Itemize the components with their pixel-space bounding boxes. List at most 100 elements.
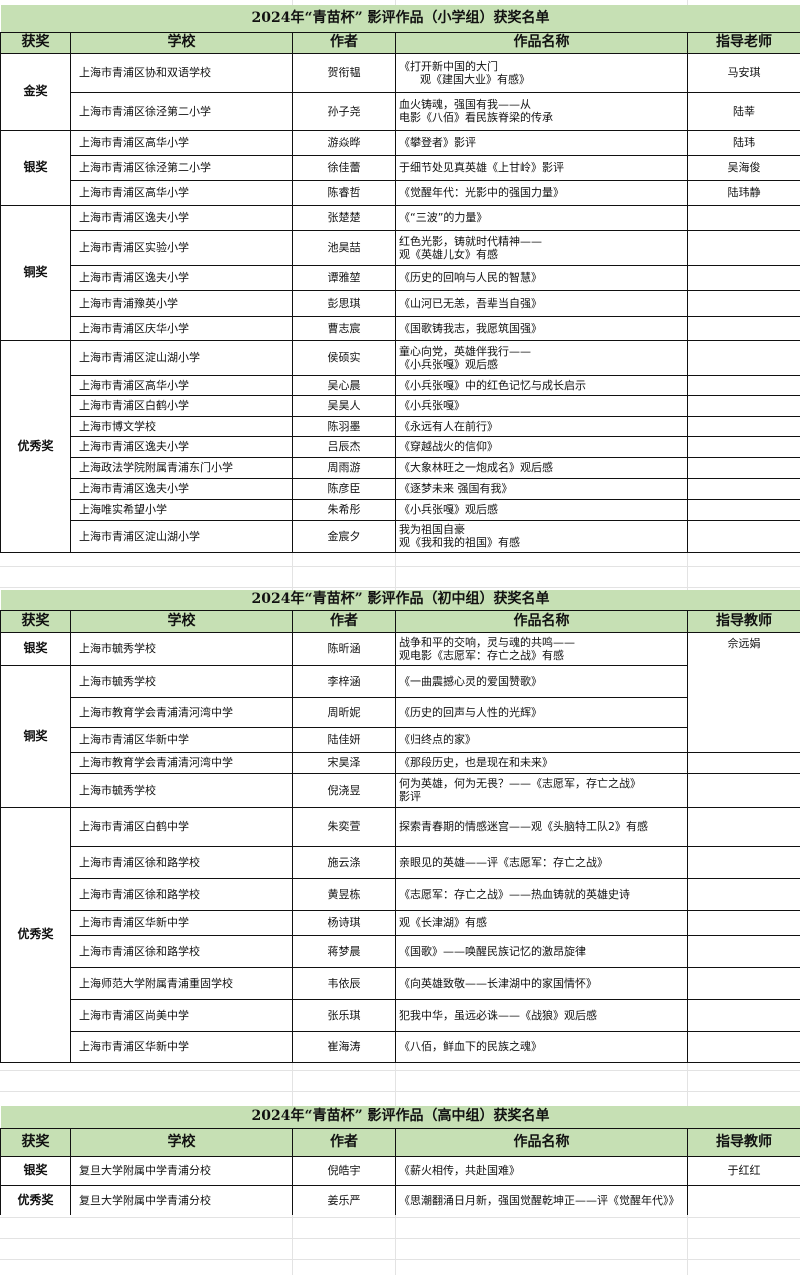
author-cell[interactable]: 朱奕萱 <box>292 806 396 847</box>
teacher-cell[interactable] <box>686 339 800 376</box>
author-cell[interactable]: 彭思琪 <box>292 289 396 317</box>
column-header-author[interactable]: 作者 <box>292 31 396 54</box>
work-cell[interactable]: 红色光影，铸就时代精神—— 观《英雄儿女》有感 <box>395 229 688 266</box>
teacher-cell[interactable] <box>686 751 800 774</box>
author-cell[interactable]: 倪浇昱 <box>292 772 396 808</box>
school-cell[interactable]: 上海市青浦区逸夫小学 <box>70 264 293 291</box>
teacher-cell[interactable] <box>686 498 800 521</box>
teacher-cell[interactable] <box>686 877 800 911</box>
school-cell[interactable]: 上海市青浦区淀山湖小学 <box>70 339 293 376</box>
school-cell[interactable]: 上海市青浦区逸夫小学 <box>70 435 293 458</box>
award-level-cell[interactable]: 铜奖 <box>0 204 71 341</box>
work-cell[interactable]: 《历史的回声与人性的光辉》 <box>395 696 688 728</box>
teacher-cell[interactable] <box>686 1030 800 1063</box>
award-level-cell[interactable]: 银奖 <box>0 1155 71 1186</box>
school-cell[interactable]: 上海市毓秀学校 <box>70 772 293 808</box>
school-cell[interactable]: 上海市教育学会青浦清河湾中学 <box>70 751 293 774</box>
award-level-cell[interactable]: 银奖 <box>0 129 71 206</box>
school-cell[interactable]: 上海政法学院附属青浦东门小学 <box>70 456 293 479</box>
work-cell[interactable]: 《一曲震撼心灵的爱国赞歌》 <box>395 664 688 698</box>
work-cell[interactable]: 《志愿军：存亡之战》——热血铸就的英雄史诗 <box>395 877 688 911</box>
teacher-cell[interactable] <box>686 998 800 1032</box>
teacher-cell[interactable]: 佘远娟 <box>686 631 800 753</box>
teacher-cell[interactable] <box>686 909 800 936</box>
work-cell[interactable]: 《打开新中国的大门 观《建国大业》有感》 <box>395 52 688 93</box>
author-cell[interactable]: 陈彦臣 <box>292 477 396 500</box>
work-cell[interactable]: 观《长津湖》有感 <box>395 909 688 936</box>
teacher-cell[interactable] <box>686 289 800 317</box>
school-cell[interactable]: 上海市青浦区白鹤中学 <box>70 806 293 847</box>
teacher-cell[interactable]: 马安琪 <box>686 52 800 93</box>
award-level-cell[interactable]: 优秀奖 <box>0 339 71 553</box>
author-cell[interactable]: 陈羽墨 <box>292 415 396 437</box>
school-cell[interactable]: 上海市青浦区逸夫小学 <box>70 477 293 500</box>
author-cell[interactable]: 李梓涵 <box>292 664 396 698</box>
school-cell[interactable]: 上海市青浦区庆华小学 <box>70 315 293 341</box>
work-cell[interactable]: 《历史的回响与人民的智慧》 <box>395 264 688 291</box>
teacher-cell[interactable] <box>686 264 800 291</box>
work-cell[interactable]: 我为祖国自豪 观《我和我的祖国》有感 <box>395 519 688 553</box>
work-cell[interactable]: 《国歌》——唤醒民族记忆的激昂旋律 <box>395 934 688 968</box>
work-cell[interactable]: 何为英雄，何为无畏？——《志愿军，存亡之战》 影评 <box>395 772 688 808</box>
author-cell[interactable]: 黄昱栋 <box>292 877 396 911</box>
author-cell[interactable]: 张楚楚 <box>292 204 396 231</box>
author-cell[interactable]: 徐佳蕾 <box>292 154 396 181</box>
column-header-work[interactable]: 作品名称 <box>395 609 688 633</box>
teacher-cell[interactable] <box>686 456 800 479</box>
column-header-work[interactable]: 作品名称 <box>395 31 688 54</box>
teacher-cell[interactable]: 陆玮 <box>686 129 800 156</box>
teacher-cell[interactable] <box>686 519 800 553</box>
teacher-cell[interactable] <box>686 772 800 808</box>
teacher-cell[interactable] <box>686 374 800 396</box>
work-cell[interactable]: 战争和平的交响，灵与魂的共鸣—— 观电影《志愿军：存亡之战》有感 <box>395 631 688 666</box>
author-cell[interactable]: 吴心晨 <box>292 374 396 396</box>
school-cell[interactable]: 上海市青浦区高华小学 <box>70 179 293 206</box>
teacher-cell[interactable] <box>686 315 800 341</box>
author-cell[interactable]: 游焱晔 <box>292 129 396 156</box>
teacher-cell[interactable] <box>686 477 800 500</box>
work-cell[interactable]: 《“三波”的力量》 <box>395 204 688 231</box>
school-cell[interactable]: 上海市青浦区尚美中学 <box>70 998 293 1032</box>
work-cell[interactable]: 《小兵张嘎》观后感 <box>395 498 688 521</box>
author-cell[interactable]: 张乐琪 <box>292 998 396 1032</box>
school-cell[interactable]: 上海市青浦区徐和路学校 <box>70 934 293 968</box>
school-cell[interactable]: 上海市青浦区徐和路学校 <box>70 845 293 879</box>
school-cell[interactable]: 上海师范大学附属青浦重固学校 <box>70 966 293 1000</box>
work-cell[interactable]: 童心向党，英雄伴我行—— 《小兵张嘎》观后感 <box>395 339 688 376</box>
author-cell[interactable]: 侯硕实 <box>292 339 396 376</box>
author-cell[interactable]: 吕辰杰 <box>292 435 396 458</box>
school-cell[interactable]: 上海市青浦区实验小学 <box>70 229 293 266</box>
teacher-cell[interactable] <box>686 229 800 266</box>
author-cell[interactable]: 倪皓宇 <box>292 1155 396 1186</box>
column-header-author[interactable]: 作者 <box>292 1127 396 1157</box>
author-cell[interactable]: 韦依辰 <box>292 966 396 1000</box>
author-cell[interactable]: 朱希彤 <box>292 498 396 521</box>
author-cell[interactable]: 陆佳妍 <box>292 726 396 753</box>
work-cell[interactable]: 《永远有人在前行》 <box>395 415 688 437</box>
work-cell[interactable]: 《归终点的家》 <box>395 726 688 753</box>
work-cell[interactable]: 于细节处见真英雄《上甘岭》影评 <box>395 154 688 181</box>
author-cell[interactable]: 周雨游 <box>292 456 396 479</box>
column-header-award[interactable]: 获奖 <box>0 31 71 54</box>
author-cell[interactable]: 陈睿哲 <box>292 179 396 206</box>
teacher-cell[interactable]: 于红红 <box>686 1155 800 1186</box>
work-cell[interactable]: 《国歌铸我志，我愿筑国强》 <box>395 315 688 341</box>
column-header-work[interactable]: 作品名称 <box>395 1127 688 1157</box>
author-cell[interactable]: 金宸夕 <box>292 519 396 553</box>
column-header-school[interactable]: 学校 <box>70 1127 293 1157</box>
work-cell[interactable]: 《逐梦未来 强国有我》 <box>395 477 688 500</box>
teacher-cell[interactable]: 吴海俊 <box>686 154 800 181</box>
award-level-cell[interactable]: 金奖 <box>0 52 71 131</box>
column-header-teacher[interactable]: 指导教师 <box>686 609 800 633</box>
teacher-cell[interactable] <box>686 1184 800 1215</box>
school-cell[interactable]: 复旦大学附属中学青浦分校 <box>70 1184 293 1215</box>
school-cell[interactable]: 复旦大学附属中学青浦分校 <box>70 1155 293 1186</box>
school-cell[interactable]: 上海唯实希望小学 <box>70 498 293 521</box>
work-cell[interactable]: 《山河已无恙，吾辈当自强》 <box>395 289 688 317</box>
school-cell[interactable]: 上海市青浦区华新中学 <box>70 726 293 753</box>
author-cell[interactable]: 姜乐严 <box>292 1184 396 1215</box>
teacher-cell[interactable] <box>686 806 800 847</box>
teacher-cell[interactable] <box>686 204 800 231</box>
work-cell[interactable]: 《大象林旺之一炮成名》观后感 <box>395 456 688 479</box>
school-cell[interactable]: 上海市毓秀学校 <box>70 664 293 698</box>
